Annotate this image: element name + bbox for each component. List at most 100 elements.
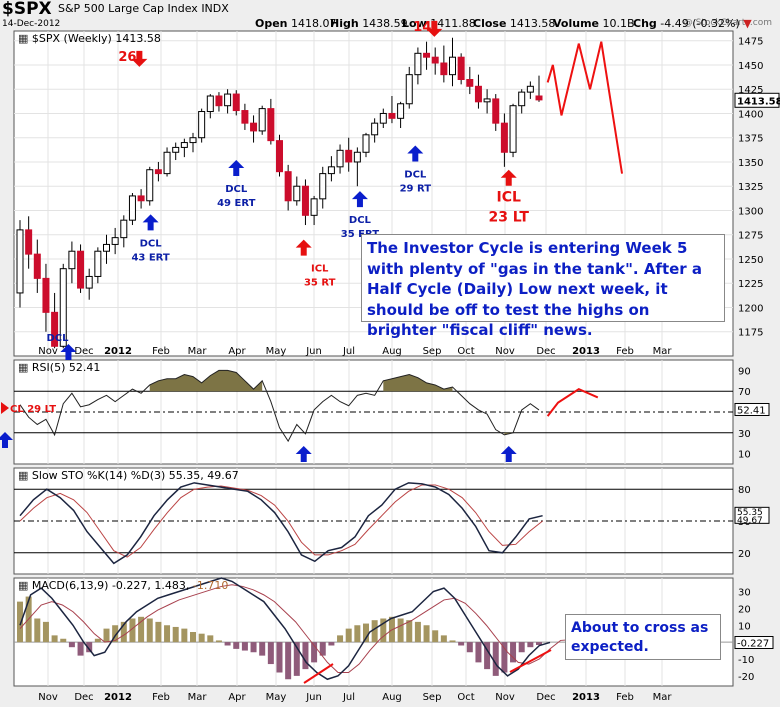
macd-hist-bar — [17, 601, 23, 643]
sto-last-d: 49.67 — [737, 516, 763, 526]
index-name: S&P 500 Large Cap Index INDX — [58, 2, 229, 15]
bottom-xtick-label: Apr — [228, 692, 246, 703]
macd-hist-bar — [536, 642, 542, 645]
candle-body — [103, 243, 110, 252]
macd-hist-bar — [311, 642, 318, 663]
macd-hist-bar — [432, 630, 439, 643]
price-ytick-label: 1475 — [738, 37, 763, 48]
macd-hist-bar — [423, 625, 430, 643]
macd-last-value-flag — [734, 636, 774, 650]
price-last-value: 1413.58 — [737, 96, 780, 107]
macd-hist-bar — [449, 640, 456, 643]
cycle-sublabel: 49 ERT — [217, 198, 255, 209]
macd-hist-bar — [34, 618, 41, 643]
candle-body — [388, 112, 396, 119]
macd-hist-bar — [190, 632, 196, 643]
rsi-ytick-label: 70 — [738, 387, 751, 398]
candle-body — [362, 134, 370, 153]
macd-hist-bar — [112, 625, 119, 643]
blue-up-arrow — [351, 191, 368, 208]
macd-hist-bar — [337, 635, 344, 643]
macd-hist-bar — [138, 616, 145, 643]
candle-body — [59, 268, 67, 347]
macd-hist-bar — [241, 642, 248, 651]
price-ytick-label: 1400 — [738, 109, 763, 120]
red-down-arrow — [131, 50, 148, 67]
candle-body — [224, 93, 232, 107]
macd-hist-bar — [363, 623, 369, 643]
candle-body — [77, 250, 85, 289]
macd-hist-bar — [492, 642, 499, 676]
macd-ytick-label: 10 — [738, 621, 751, 632]
quote-close: Close 1413.58 — [473, 17, 556, 30]
candle-body — [423, 52, 431, 58]
quote-volume: Volume 10.1B — [553, 17, 635, 30]
rsi-legend: ▦ RSI(5) 52.41 — [18, 361, 101, 374]
price-xtick-label: Dec — [74, 346, 93, 357]
candle-body — [353, 151, 361, 163]
macd-hist-bar — [475, 642, 482, 663]
index-fullname: S&P 500 Large Cap Index — [58, 2, 198, 15]
macd-hist-bar — [77, 642, 84, 656]
red-down-arrow — [426, 20, 443, 37]
macd-hist-bar — [354, 625, 361, 643]
price-ytick-label: 1350 — [738, 158, 763, 169]
bottom-xtick-label: Aug — [382, 692, 402, 703]
candle-body — [267, 108, 275, 142]
blue-up-arrow — [60, 344, 77, 360]
macd-hist-bar — [233, 642, 240, 649]
macd-hist-bar — [60, 638, 67, 643]
macd-hist-bar — [172, 626, 179, 643]
macd-ytick-label: -10 — [738, 655, 754, 666]
candle-body — [379, 112, 387, 124]
candle-body — [466, 79, 474, 87]
bottom-xtick-label: Dec — [74, 692, 93, 703]
macd-ytick-label: 30 — [738, 588, 751, 599]
bottom-xtick-label: Sep — [423, 692, 442, 703]
candle-body — [146, 169, 154, 202]
macd-hist-bar — [94, 638, 101, 643]
bottom-xtick-label: 2012 — [104, 692, 132, 703]
bottom-xtick-label: Jul — [342, 692, 355, 703]
candle-body — [16, 229, 24, 294]
macd-line — [19, 577, 551, 681]
cycle-label: DCL — [140, 238, 163, 249]
price-xtick-label: 2012 — [104, 346, 132, 357]
price-last-value-flag — [734, 92, 780, 108]
candle-body — [215, 95, 223, 107]
rsi-overbought-fill — [149, 370, 263, 392]
price-ytick-label: 1250 — [738, 255, 763, 266]
macd-hist-bar — [267, 642, 274, 665]
macd-hist-bar — [155, 621, 162, 643]
macd-hist-bar — [440, 635, 447, 643]
price-xtick-label: Jun — [305, 346, 322, 357]
rsi-ytick-label: 90 — [738, 366, 751, 377]
candle-body — [250, 122, 258, 132]
price-ytick-label: 1225 — [738, 279, 763, 290]
price-xtick-label: Feb — [616, 346, 634, 357]
macd-hist-bar — [250, 642, 257, 653]
macd-hist-bar — [164, 625, 171, 643]
sto-d-line — [19, 484, 543, 558]
candle-body — [33, 253, 41, 279]
candle-body — [128, 195, 136, 221]
price-ytick-label: 1450 — [738, 61, 763, 72]
macd-last-value: -0.227 — [737, 639, 769, 650]
candle-body — [414, 52, 422, 76]
candle-body — [310, 198, 318, 216]
bottom-xtick-label: Feb — [152, 692, 170, 703]
candle-body — [397, 103, 405, 119]
candle-body — [163, 151, 171, 175]
bottom-xtick-label: Nov — [495, 692, 515, 703]
macd-hist-bar — [501, 642, 508, 673]
cycle-sublabel: 23 LT — [488, 210, 529, 226]
candle-body — [474, 85, 482, 103]
macd-hist-bar — [198, 633, 205, 643]
price-ytick-label: 1300 — [738, 206, 763, 217]
candle-body — [518, 91, 526, 107]
macd-hist-bar — [224, 642, 231, 646]
macd-hist-bar — [458, 642, 465, 646]
blue-up-arrow — [142, 214, 159, 231]
